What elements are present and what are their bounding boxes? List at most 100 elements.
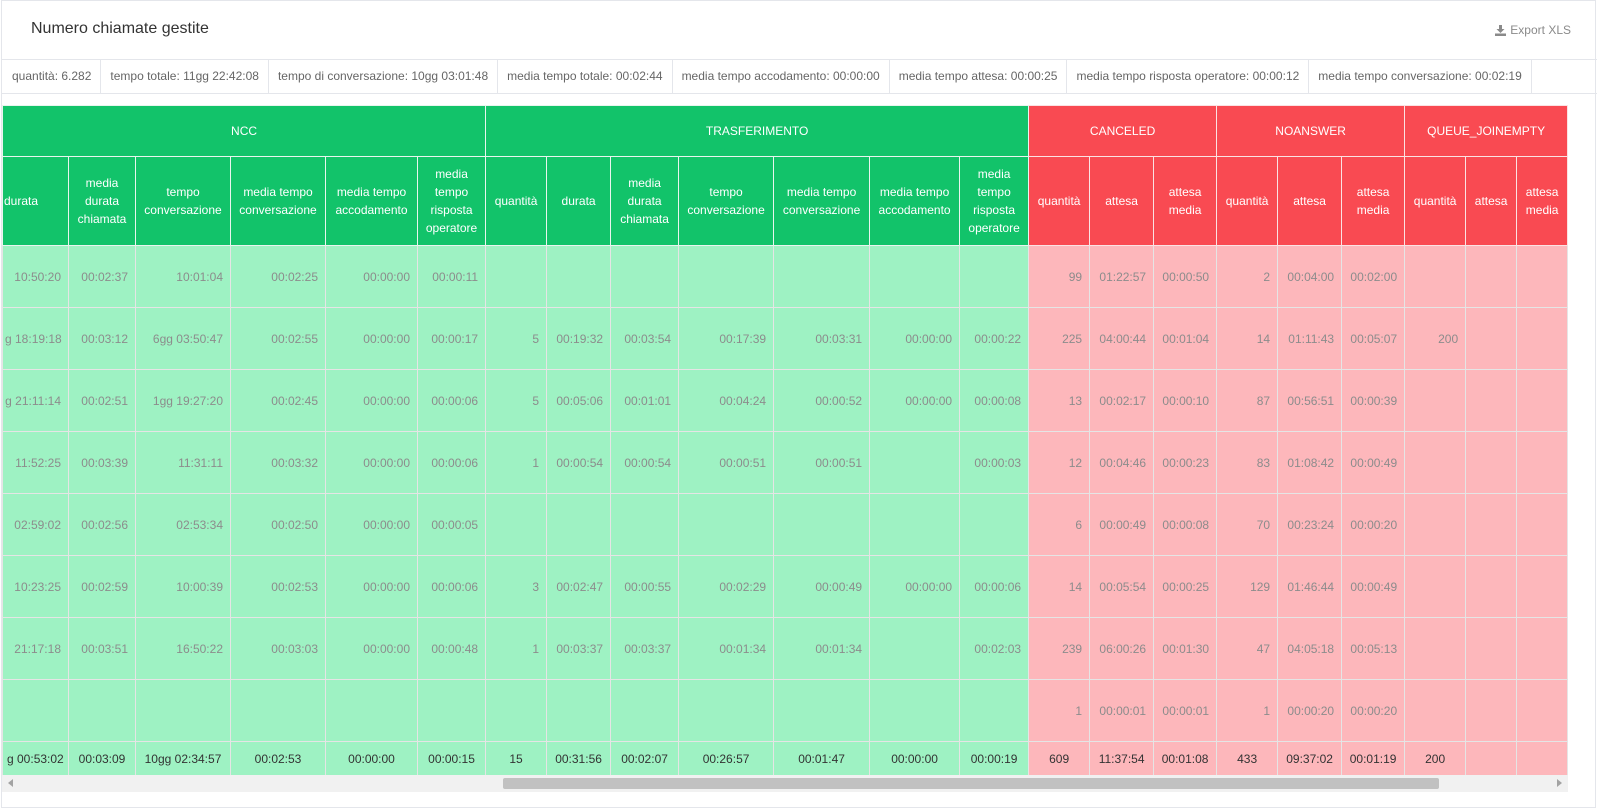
summary-item: tempo di conversazione: 10gg 03:01:48 [269, 60, 499, 93]
total-cell: 200 [1404, 741, 1467, 775]
table-cell: 00:00:01 [1153, 679, 1218, 742]
column-header[interactable]: media tempo risposta operatore [959, 156, 1030, 246]
table-cell: 00:04:00 [1277, 245, 1343, 308]
column-header[interactable]: attesa [1089, 156, 1155, 246]
table-row[interactable]: 10:50:20 00:02:37 10:01:04 00:02:25 00:00:00… [2, 245, 1568, 308]
panel-header: Numero chiamate gestite Export XLS [2, 1, 1597, 60]
table-cell: 14 [1028, 555, 1091, 618]
table-cell: 00:03:37 [610, 617, 680, 680]
table-cell [1516, 555, 1568, 618]
table-cell: 00:02:00 [1341, 245, 1406, 308]
table-cell [1465, 431, 1518, 494]
total-cell [1465, 741, 1518, 775]
summary-item: media tempo conversazione: 00:02:19 [1309, 60, 1532, 93]
table-row[interactable]: 21:17:18 00:03:51 16:50:22 00:03:03 00:00:00… [2, 617, 1568, 680]
table-cell [678, 245, 775, 308]
table-row[interactable]: 10:23:25 00:02:59 10:00:39 00:02:53 00:00:00… [2, 555, 1568, 618]
column-header[interactable]: attesa media [1516, 156, 1568, 246]
table-cell [325, 679, 418, 742]
column-header[interactable]: media tempo conversazione [773, 156, 871, 246]
table-cell: 00:00:00 [869, 307, 961, 370]
table-cell: 16:50:22 [135, 617, 231, 680]
column-header[interactable]: quantità [1216, 156, 1279, 246]
table-scroll-area[interactable]: NCC TRASFERIMENTO CANCELED NOANSWER QUEUE_JO… [2, 105, 1568, 775]
table-cell [869, 493, 961, 556]
column-header[interactable]: attesa [1277, 156, 1343, 246]
column-header[interactable]: durata [546, 156, 612, 246]
export-xls-button[interactable]: Export XLS [1495, 23, 1571, 37]
summary-item: quantità: 6.282 [2, 60, 102, 93]
table-cell: 01:46:44 [1277, 555, 1343, 618]
column-header[interactable]: durata [2, 156, 69, 246]
column-header[interactable]: attesa [1465, 156, 1518, 246]
table-cell: 200 [1404, 307, 1467, 370]
total-cell: 00:00:15 [416, 741, 487, 775]
table-cell [68, 679, 136, 742]
table-row[interactable]: g 21:11:14 00:02:51 1gg 19:27:20 00:02:45 00… [2, 369, 1568, 432]
table-cell: 00:00:03 [959, 431, 1030, 494]
table-cell: 00:00:06 [959, 555, 1030, 618]
table-cell: 00:00:06 [416, 431, 487, 494]
table-cell: 5 [485, 307, 548, 370]
table-cell: 83 [1216, 431, 1279, 494]
column-header[interactable]: tempo conversazione [135, 156, 231, 246]
page-title: Numero chiamate gestite [31, 20, 209, 37]
table-cell: 00:17:39 [678, 307, 775, 370]
table-cell [869, 617, 961, 680]
table-row[interactable]: 1 00:00:01 00:00:01 1 00:00:20 00:00:20 [2, 679, 1568, 742]
table-cell: 00:04:46 [1089, 431, 1155, 494]
column-header[interactable]: attesa media [1341, 156, 1406, 246]
horizontal-scrollbar[interactable] [2, 775, 1568, 792]
table-cell: 00:19:32 [546, 307, 612, 370]
table-cell: 00:01:01 [610, 369, 680, 432]
total-cell [1516, 741, 1568, 775]
table-cell: 6 [1028, 493, 1091, 556]
table-cell: 06:00:26 [1089, 617, 1155, 680]
table-cell: 10:23:25 [2, 555, 69, 618]
table-cell: 13 [1028, 369, 1091, 432]
table-cell [1404, 555, 1467, 618]
group-header-queue-joinempty: QUEUE_JOINEMPTY [1404, 105, 1568, 157]
table-cell [485, 493, 548, 556]
table-cell: 00:00:54 [610, 431, 680, 494]
table-cell: 00:00:48 [416, 617, 487, 680]
table-row[interactable]: 02:59:02 00:02:56 02:53:34 00:02:50 00:00:00… [2, 493, 1568, 556]
table-cell: 00:04:24 [678, 369, 775, 432]
column-header[interactable]: media tempo accodamento [325, 156, 418, 246]
table-cell: 00:00:00 [325, 493, 418, 556]
table-cell: 00:05:54 [1089, 555, 1155, 618]
column-header[interactable]: quantità [1404, 156, 1467, 246]
column-header[interactable]: media tempo conversazione [230, 156, 326, 246]
table-cell: 00:00:00 [325, 307, 418, 370]
download-icon [1495, 24, 1507, 36]
table-cell: 00:00:23 [1153, 431, 1218, 494]
table-cell: 00:00:39 [1341, 369, 1406, 432]
column-header[interactable]: attesa media [1153, 156, 1218, 246]
column-header[interactable]: tempo conversazione [678, 156, 775, 246]
table-cell: g 21:11:14 [2, 369, 69, 432]
table-cell: 00:00:49 [773, 555, 871, 618]
scroll-left-arrow-icon[interactable] [8, 779, 13, 787]
table-cell: 02:53:34 [135, 493, 231, 556]
table-cell: 00:01:04 [1153, 307, 1218, 370]
scrollbar-thumb[interactable] [503, 778, 1439, 789]
table-cell [773, 245, 871, 308]
table-row[interactable]: g 18:19:18 00:03:12 6gg 03:50:47 00:02:55 00… [2, 307, 1568, 370]
column-header[interactable]: media durata chiamata [610, 156, 680, 246]
table-cell: 87 [1216, 369, 1279, 432]
table-cell: 12 [1028, 431, 1091, 494]
table-row[interactable]: 11:52:25 00:03:39 11:31:11 00:03:32 00:00:00… [2, 431, 1568, 494]
table-cell: 00:02:59 [68, 555, 136, 618]
table-cell [1465, 679, 1518, 742]
scroll-right-arrow-icon[interactable] [1557, 779, 1562, 787]
summary-item: media tempo risposta operatore: 00:00:12 [1067, 60, 1310, 93]
column-header[interactable]: media tempo risposta operatore [416, 156, 487, 246]
table-cell: 00:00:52 [773, 369, 871, 432]
column-header[interactable]: media tempo accodamento [869, 156, 961, 246]
table-cell: 00:05:13 [1341, 617, 1406, 680]
column-header[interactable]: media durata chiamata [68, 156, 136, 246]
column-header[interactable]: quantità [1028, 156, 1091, 246]
column-header[interactable]: quantità [485, 156, 548, 246]
group-header-canceled: CANCELED [1028, 105, 1218, 157]
table-cell [135, 679, 231, 742]
